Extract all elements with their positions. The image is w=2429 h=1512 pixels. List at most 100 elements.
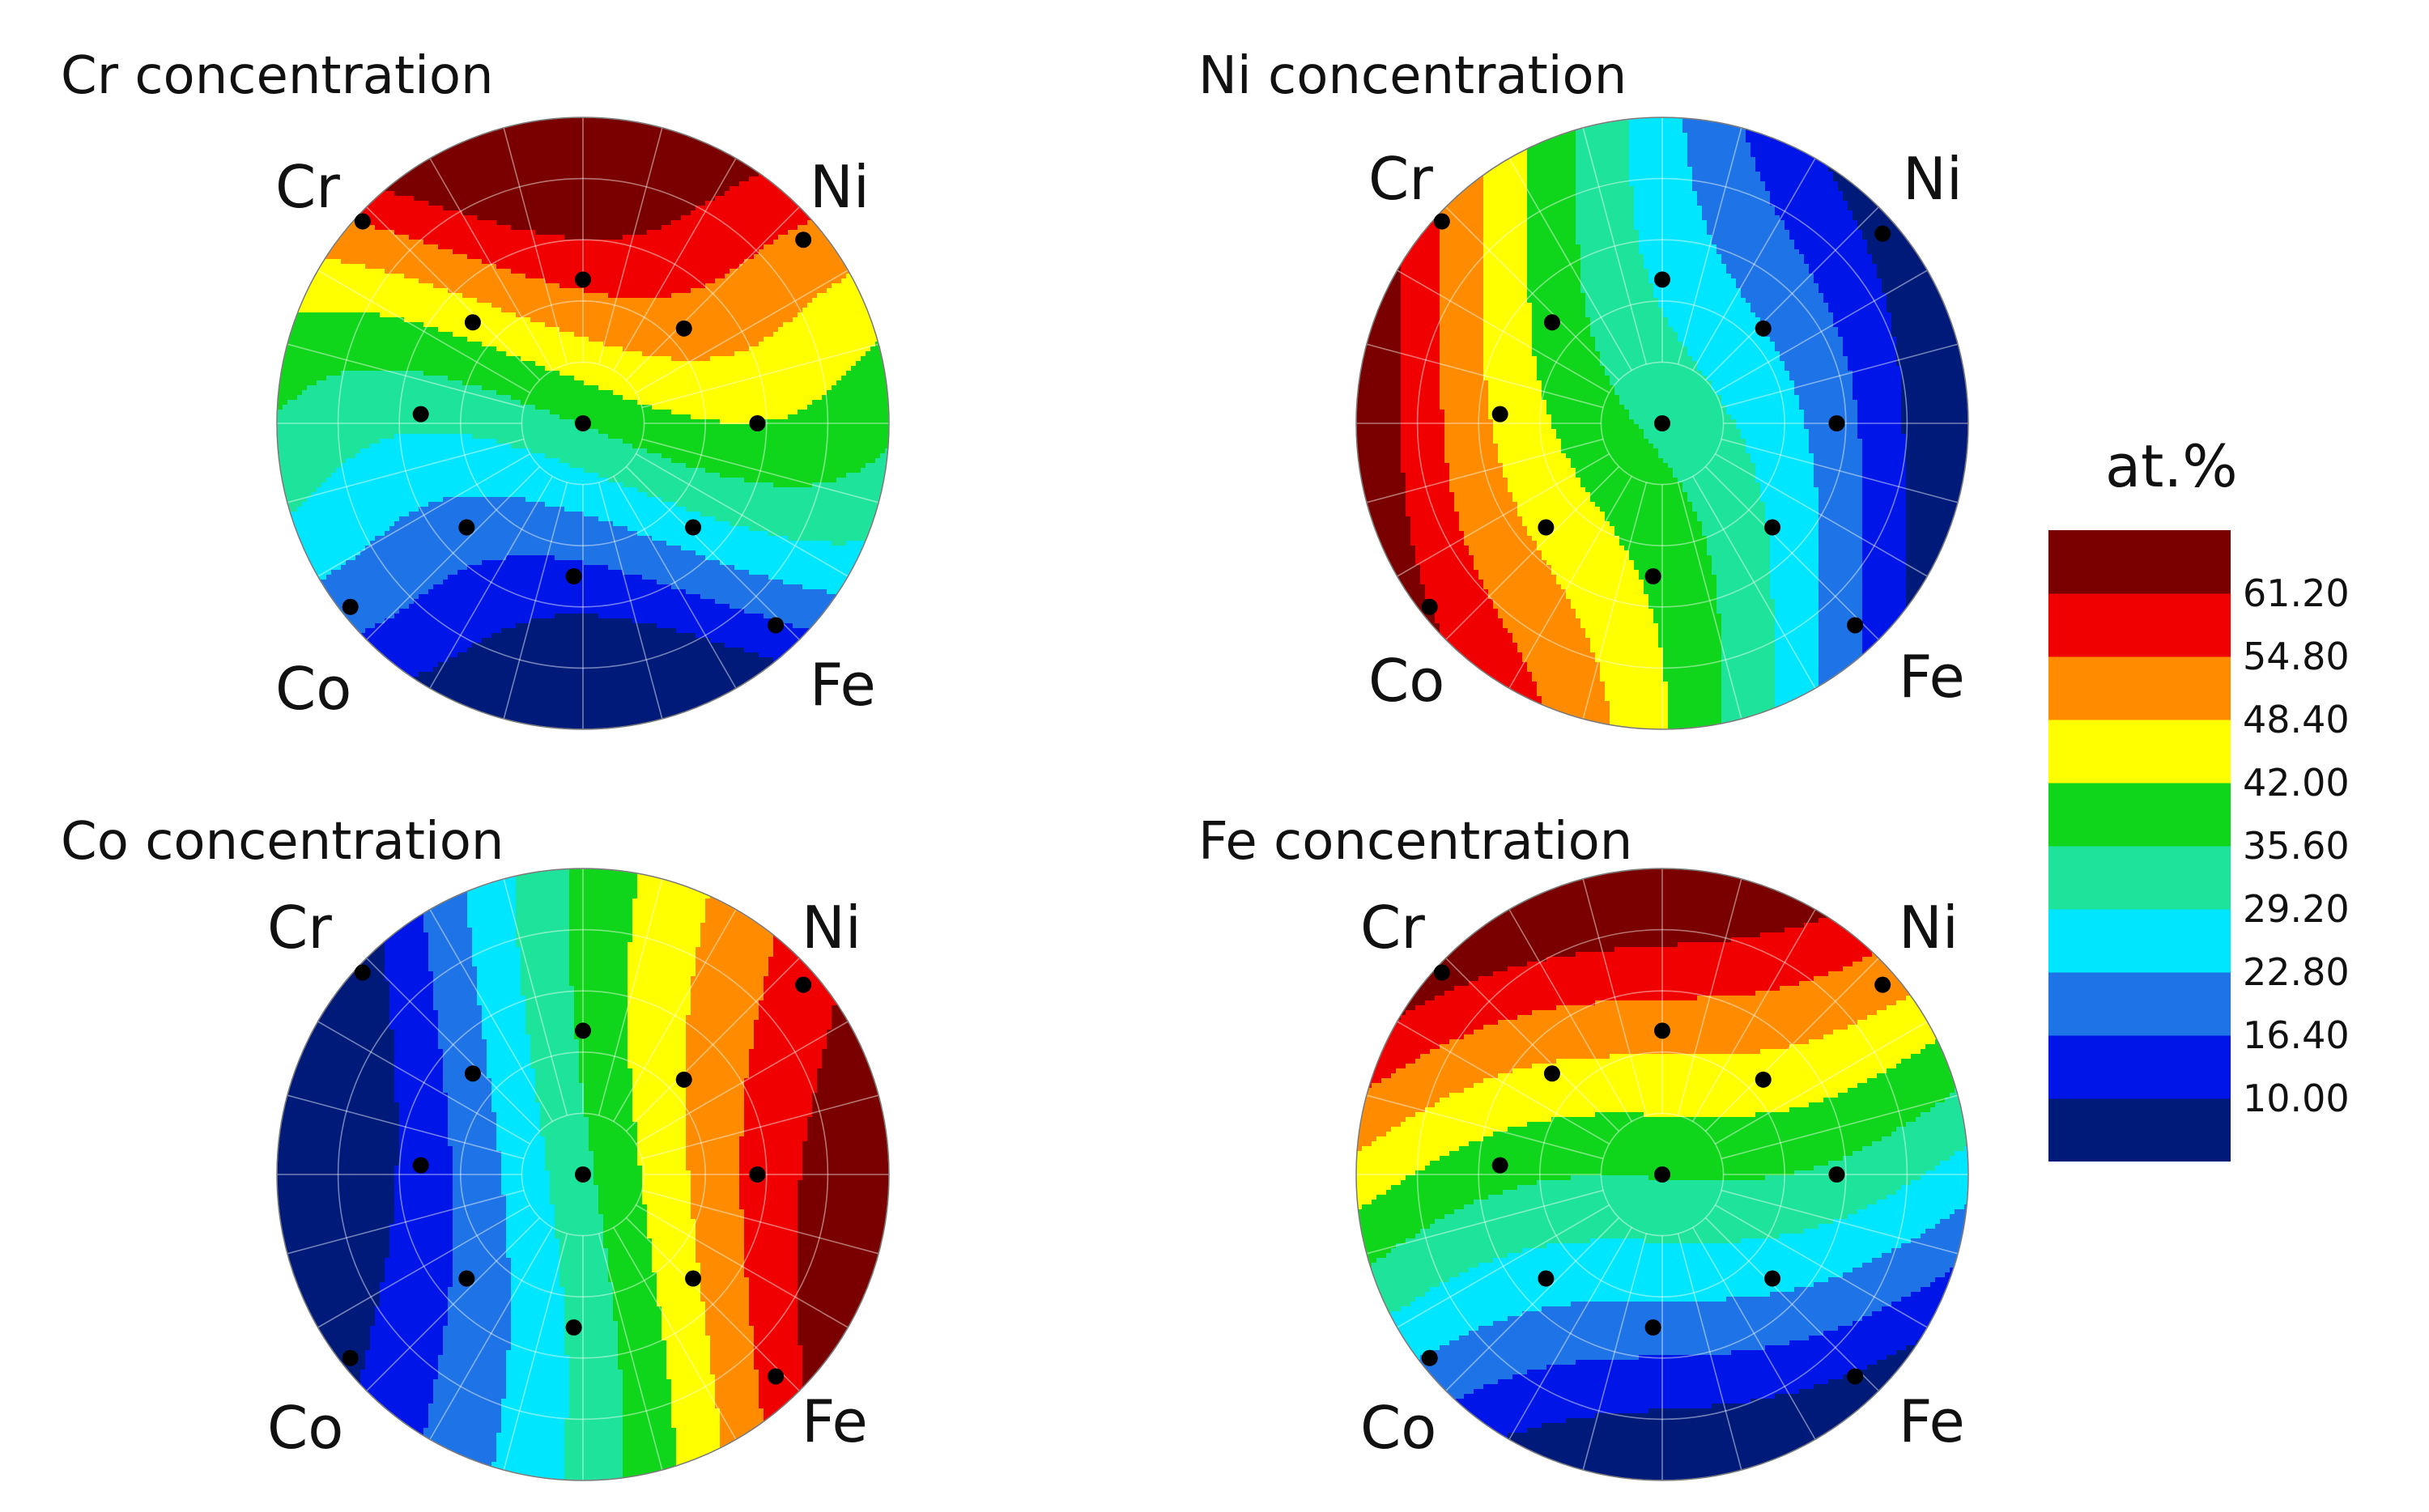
panel-title-co: Co concentration (61, 816, 504, 868)
colorbar-band (2048, 656, 2231, 720)
colorbar-ticks: 10.00 16.40 22.80 29.20 35.60 42.00 48.40 54.80… (2243, 530, 2389, 1162)
measurement-point (1874, 225, 1891, 242)
colorbar-legend: at.% 10.00 16.40 22.80 29.20 35.60 42.00 48.40… (2048, 437, 2389, 1198)
corner-label-fe-bottom-right: Fe (1899, 1392, 1965, 1450)
contour-field (1356, 117, 1968, 729)
measurement-point (342, 598, 359, 615)
measurement-point (565, 568, 582, 584)
colorbar-band (2048, 846, 2231, 910)
measurement-point (1654, 271, 1670, 288)
corner-label-cr-bottom-left: Co (275, 660, 351, 718)
measurement-point (412, 1157, 429, 1174)
measurement-point (1538, 1270, 1555, 1287)
disc-outline (276, 117, 890, 730)
measurement-point (1764, 1270, 1781, 1287)
corner-label-ni-bottom-right: Fe (1899, 648, 1965, 706)
measurement-point (464, 1065, 481, 1082)
corner-label-ni-top-left: Cr (1368, 150, 1433, 208)
measurement-point (1644, 1319, 1661, 1336)
colorbar-tick-label: 61.20 (2243, 575, 2350, 612)
corner-label-cr-bottom-right: Fe (810, 656, 876, 714)
corner-label-cr-top-left: Cr (275, 158, 340, 216)
measurement-point (768, 617, 785, 634)
colorbar-tick-label: 54.80 (2243, 638, 2350, 675)
corner-label-ni-bottom-left: Co (1368, 652, 1444, 710)
colorbar-band (2048, 720, 2231, 784)
measurement-point (1847, 617, 1864, 634)
contour-disc-ni (1352, 113, 1972, 733)
measurement-point (1644, 568, 1661, 584)
colorbar-tick-label: 10.00 (2243, 1080, 2350, 1117)
disc-outline (1355, 117, 1969, 730)
measurement-point (458, 1270, 475, 1287)
measurement-point (1543, 1065, 1560, 1082)
measurement-point (1491, 406, 1508, 423)
colorbar-band (2048, 909, 2231, 973)
measurement-point (1764, 519, 1781, 536)
measurement-point (575, 271, 591, 288)
measurement-point (1538, 519, 1555, 536)
measurement-point (342, 1349, 359, 1366)
panel-title-ni: Ni concentration (1198, 50, 1627, 102)
measurement-point (1828, 415, 1845, 431)
colorbar-band (2048, 530, 2231, 594)
corner-label-cr-top-right: Ni (810, 158, 870, 216)
measurement-point (458, 519, 475, 536)
corner-label-fe-top-right: Ni (1899, 898, 1959, 957)
legend-title: at.% (2105, 437, 2238, 495)
colorbar-tick-label: 16.40 (2243, 1017, 2350, 1054)
colorbar-tick-label: 29.20 (2243, 890, 2350, 928)
colorbar-band (2048, 1035, 2231, 1099)
measurement-point (1654, 1166, 1670, 1183)
measurement-point (1433, 213, 1450, 230)
measurement-point (768, 1368, 785, 1385)
measurement-point (1433, 964, 1450, 981)
measurement-point (795, 231, 812, 248)
disc-outline (1355, 868, 1969, 1481)
measurement-point (675, 320, 692, 337)
measurement-point (795, 976, 812, 993)
measurement-point (575, 1022, 591, 1039)
measurement-point (1874, 976, 1891, 993)
corner-label-ni-top-right: Ni (1903, 150, 1963, 208)
colorbar (2048, 530, 2231, 1162)
colorbar-tick-label: 35.60 (2243, 827, 2350, 864)
measurement-point (1828, 1166, 1845, 1183)
measurement-point (1654, 1022, 1670, 1039)
measurement-point (1654, 415, 1670, 431)
measurement-point (575, 415, 591, 431)
corner-label-fe-top-left: Cr (1360, 898, 1425, 957)
colorbar-tick-label: 42.00 (2243, 764, 2350, 801)
measurement-point (749, 415, 766, 431)
disc-outline (276, 868, 890, 1481)
colorbar-band (2048, 1098, 2231, 1162)
measurement-point (1847, 1368, 1864, 1385)
measurement-point (1421, 598, 1438, 615)
corner-label-co-top-left: Cr (267, 898, 332, 957)
colorbar-band (2048, 593, 2231, 657)
contour-disc-cr (273, 113, 893, 733)
measurement-point (464, 314, 481, 331)
panel-title-fe: Fe concentration (1198, 816, 1632, 868)
measurement-point (354, 964, 371, 981)
measurement-point (685, 519, 702, 536)
measurement-point (1421, 1349, 1438, 1366)
measurement-point (565, 1319, 582, 1336)
colorbar-tick-label: 48.40 (2243, 701, 2350, 738)
corner-label-co-top-right: Ni (802, 898, 861, 957)
measurement-point (412, 406, 429, 423)
contour-disc-fe (1352, 864, 1972, 1484)
colorbar-band (2048, 783, 2231, 847)
corner-label-co-bottom-left: Co (267, 1399, 343, 1457)
measurement-point (1755, 320, 1772, 337)
measurement-point (1491, 1157, 1508, 1174)
colorbar-tick-label: 22.80 (2243, 953, 2350, 991)
panel-title-cr: Cr concentration (61, 50, 494, 102)
measurement-point (675, 1071, 692, 1088)
contour-disc-co (273, 864, 893, 1484)
measurement-point (1755, 1071, 1772, 1088)
measurement-point (575, 1166, 591, 1183)
measurement-point (1543, 314, 1560, 331)
corner-label-fe-bottom-left: Co (1360, 1399, 1436, 1457)
measurement-point (749, 1166, 766, 1183)
